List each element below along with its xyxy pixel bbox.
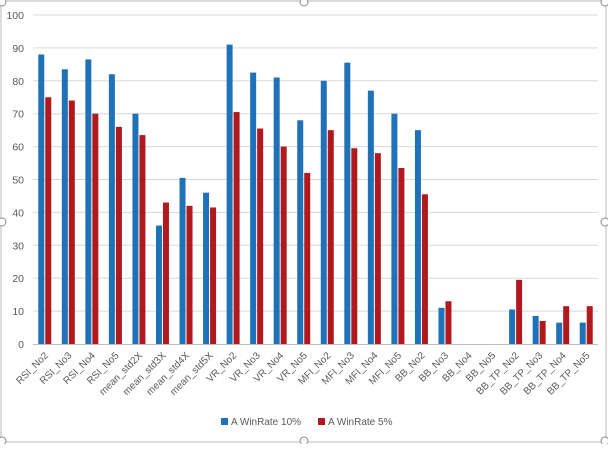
y-tick-label: 20 [12, 273, 24, 285]
bar-winrate-10 [532, 316, 539, 344]
bar-winrate-10 [391, 113, 398, 344]
bar-winrate-5 [398, 167, 405, 344]
bar-winrate-10 [320, 80, 327, 345]
bar-winrate-10 [367, 90, 374, 344]
bar-winrate-5 [516, 279, 523, 344]
bar-winrate-10 [344, 62, 351, 345]
bar-winrate-5 [421, 194, 428, 344]
legend[interactable]: A WinRate 10% A WinRate 5% [221, 417, 393, 428]
bar-winrate-10 [509, 309, 516, 344]
resize-handle[interactable] [0, 217, 7, 227]
bar-winrate-5 [115, 126, 122, 344]
bar-winrate-5 [304, 172, 311, 344]
bar-winrate-5 [45, 97, 52, 344]
y-tick-label: 40 [12, 207, 24, 219]
bar-winrate-5 [233, 112, 240, 345]
y-tick-label: 0 [18, 339, 24, 351]
bar-winrate-5 [445, 301, 452, 344]
bar-winrate-10 [203, 192, 210, 344]
bar-winrate-5 [374, 153, 381, 344]
bar-winrate-5 [327, 130, 334, 344]
bar-winrate-5 [257, 128, 264, 344]
gridlines [33, 14, 598, 312]
bars [38, 44, 593, 345]
bar-winrate-10 [273, 77, 280, 344]
x-axis-tick-labels: RSI_No2RSI_No3RSI_No4RSI_No5mean_std2Xme… [14, 350, 592, 398]
legend-label: A WinRate 5% [328, 417, 393, 428]
legend-swatch [318, 418, 325, 425]
resize-handle[interactable] [299, 0, 309, 7]
resize-handle[interactable] [0, 0, 7, 7]
bar-winrate-10 [179, 177, 186, 344]
bar-winrate-10 [414, 130, 421, 344]
y-tick-label: 80 [12, 76, 24, 88]
bar-winrate-5 [539, 320, 546, 344]
legend-label: A WinRate 10% [231, 417, 301, 428]
resize-handle[interactable] [600, 436, 608, 446]
y-tick-label: 10 [12, 306, 24, 318]
resize-handle[interactable] [0, 436, 7, 446]
legend-item-winrate-10[interactable]: A WinRate 10% [221, 417, 301, 428]
y-tick-label: 50 [12, 175, 24, 187]
bar-winrate-10 [132, 113, 139, 344]
bar-winrate-10 [250, 72, 257, 344]
resize-handle[interactable] [299, 436, 309, 446]
y-tick-label: 70 [12, 109, 24, 121]
bar-winrate-5 [186, 205, 193, 344]
y-tick-label: 60 [12, 142, 24, 154]
bar-winrate-5 [68, 100, 75, 344]
y-axis-tick-labels: 0 10 20 30 40 50 60 70 80 90 100 [6, 10, 24, 351]
bar-winrate-5 [92, 113, 99, 344]
bar-winrate-10 [438, 307, 445, 344]
bar-winrate-10 [226, 44, 233, 345]
y-tick-label: 90 [12, 43, 24, 55]
bar-winrate-5 [162, 202, 169, 344]
bar-winrate-10 [297, 120, 304, 344]
bar-winrate-5 [280, 146, 287, 344]
bar-winrate-5 [210, 207, 217, 344]
resize-handle[interactable] [600, 0, 608, 7]
bar-winrate-5 [351, 148, 358, 344]
bar-winrate-10 [556, 322, 563, 344]
bar-winrate-10 [108, 74, 115, 344]
bar-winrate-10 [579, 322, 586, 344]
bar-winrate-10 [61, 69, 68, 344]
legend-swatch [221, 418, 228, 425]
legend-item-winrate-5[interactable]: A WinRate 5% [318, 417, 393, 428]
bar-winrate-10 [38, 54, 45, 344]
y-tick-label: 100 [6, 10, 24, 22]
resize-handle[interactable] [600, 217, 608, 227]
bar-winrate-10 [155, 225, 162, 344]
y-tick-label: 30 [12, 240, 24, 252]
bar-winrate-10 [85, 59, 92, 344]
bar-winrate-5 [586, 306, 593, 344]
bar-winrate-5 [563, 306, 570, 344]
bar-winrate-5 [139, 135, 146, 344]
